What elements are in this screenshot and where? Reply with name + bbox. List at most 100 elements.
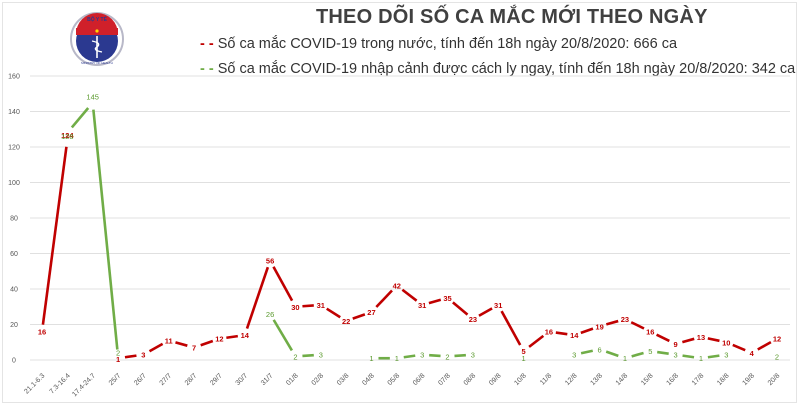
domestic-line-segment [200,339,214,347]
logo-bottom-text: MINISTRY OF HEALTH [81,61,113,65]
imported-line-segment [657,350,669,355]
x-axis-ticks: 21.1-6.3 7.3-16.4 17.4-24.7 25/7 26/7 27/7 28/… [23,372,781,398]
imported-data-label: 145 [86,93,99,102]
x-tick-label: 28/7 [184,372,199,387]
x-tick-label: 20/8 [767,372,782,387]
imported-line-segment [302,353,314,358]
imported-data-label: 2 [293,352,297,361]
domestic-data-label: 11 [165,336,173,345]
x-tick-label: 17.4-24.7 [71,372,97,398]
domestic-line-segment [428,298,442,305]
imported-line-segment [707,354,720,359]
x-tick-label: 05/8 [387,372,402,387]
domestic-line-segment [630,321,645,330]
x-tick-label: 10/8 [513,372,528,387]
x-tick-label: 7.3-16.4 [49,372,72,395]
domestic-line-segment [401,288,418,302]
x-tick-label: 12/8 [564,372,579,387]
domestic-line-segment [555,331,568,336]
y-tick-label: 120 [8,145,20,152]
x-tick-label: 11/8 [539,372,553,386]
x-tick-label: 04/8 [361,372,376,387]
gridlines [30,75,790,361]
ministry-of-health-logo: BỘ Y TẾ MINISTRY OF HEALTH [70,12,124,66]
x-tick-label: 26/7 [133,372,148,387]
domestic-line-segment [682,337,695,344]
y-tick-label: 20 [10,322,18,329]
x-tick-label: 06/8 [412,372,427,387]
x-tick-label: 03/8 [336,372,351,387]
legend-label-imported: Số ca mắc COVID-19 nhập cảnh được cách l… [217,61,796,77]
domestic-line-segment [478,307,493,317]
imported-line-segment [454,353,466,358]
y-tick-label: 40 [10,287,18,294]
imported-data-label: 3 [572,351,576,360]
imported-data-label: 1 [699,354,703,363]
domestic-data-label: 13 [697,333,705,342]
domestic-data-label: 14 [241,331,250,340]
y-tick-label: 160 [8,74,20,81]
imported-data-label: 3 [471,351,475,360]
x-tick-label: 29/7 [209,372,224,387]
x-tick-label: 31/7 [260,372,275,387]
domestic-data-label: 1 [116,355,120,364]
domestic-line-segment [452,301,469,316]
imported-line-segment [272,319,293,352]
imported-data-label: 26 [266,310,274,319]
imported-data-label: 128 [61,132,74,141]
imported-line-segment [429,353,441,358]
x-tick-label: 14/8 [615,372,630,387]
imported-data-label: 1 [623,354,627,363]
domestic-data-label: 35 [443,294,451,303]
domestic-line-segment [124,354,137,359]
imported-data-label: 3 [724,351,728,360]
imported-data-label: 2 [116,348,120,357]
domestic-data-label: 4 [750,349,755,358]
imported-data-label: 2 [775,352,779,361]
imported-data-label: 3 [319,351,323,360]
domestic-line-segment [272,266,294,302]
y-axis-ticks: 0 20 40 60 80 100 120 140 160 [8,74,20,365]
domestic-line-segment [352,313,366,320]
legend-marker-imported: - - [200,61,214,77]
domestic-data-label: 42 [393,281,401,290]
domestic-line-segment [757,340,772,351]
imported-data-label: 2 [445,352,449,361]
domestic-data-label: 23 [469,315,477,324]
x-tick-label: 07/8 [437,372,452,387]
imported-data-label: 1 [521,354,525,363]
x-tick-label: 18/8 [716,372,731,387]
domestic-line-segment [226,334,239,340]
domestic-line-segment [500,310,522,346]
x-tick-label: 25/7 [108,372,123,387]
logo-top-text: BỘ Y TẾ [87,15,107,23]
x-tick-label: 08/8 [463,372,478,387]
domestic-line-segment [655,333,670,343]
data-series [41,107,772,360]
domestic-line-segment [41,146,68,325]
legend-item-imported: - - Số ca mắc COVID-19 nhập cảnh được các… [200,61,795,77]
imported-line-segment [70,107,90,129]
domestic-line-segment [605,319,619,326]
legend-item-domestic: - - Số ca mắc COVID-19 trong nước, tính đ… [200,36,677,52]
imported-line-segment [403,354,416,359]
domestic-data-label: 56 [266,257,274,266]
imported-data-label: 3 [674,351,678,360]
domestic-data-label: 3 [141,351,145,360]
domestic-line-segment [528,334,545,348]
x-tick-label: 19/8 [741,372,756,387]
domestic-data-label: 12 [215,335,223,344]
domestic-data-label: 19 [595,322,603,331]
imported-line-segment [605,350,619,358]
imported-data-label: 6 [598,345,602,354]
domestic-data-label: 16 [545,328,553,337]
x-tick-label: 21.1-6.3 [23,372,46,395]
x-tick-label: 02/8 [311,372,326,387]
domestic-data-label: 22 [342,317,350,326]
domestic-data-label: 9 [674,340,678,349]
domestic-data-label: 124 [61,131,74,140]
domestic-data-label: 27 [367,308,375,317]
